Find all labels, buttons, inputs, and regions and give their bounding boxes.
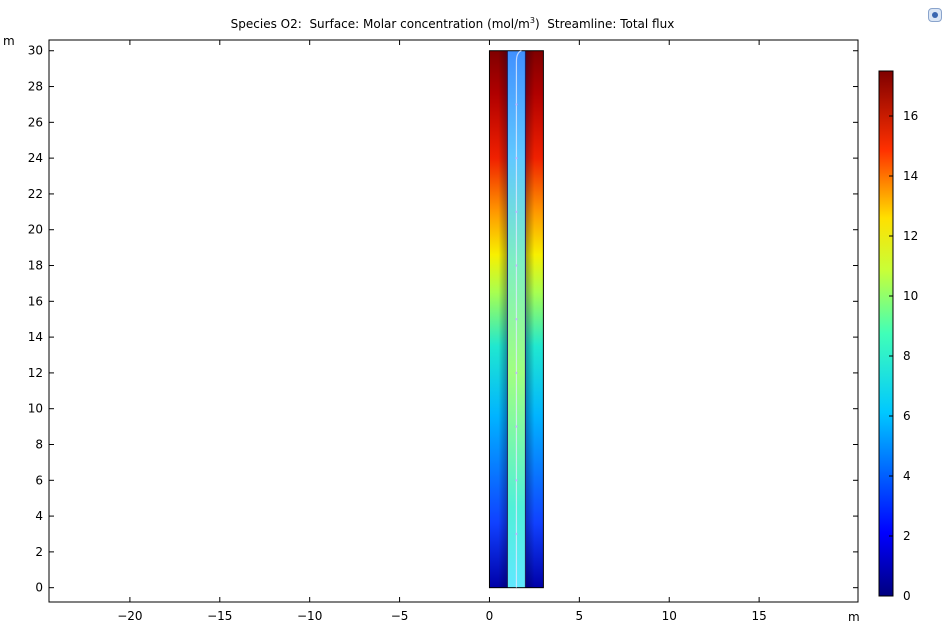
y-tick-label: 22 (28, 187, 43, 201)
colorbar-tick-label: 6 (903, 409, 911, 423)
colorbar-tick-label: 14 (903, 169, 918, 183)
streamline-arrow (515, 156, 518, 160)
title-species: Species O2: (230, 17, 302, 31)
colorbar-tick-label: 16 (903, 109, 918, 123)
y-tick-label: 14 (28, 330, 43, 344)
x-tick-label: −20 (117, 609, 142, 623)
y-tick-label: 26 (28, 115, 43, 129)
x-tick-label: 5 (576, 609, 584, 623)
streamline-arrow (515, 318, 518, 321)
plot-frame (48, 39, 859, 603)
y-tick-label: 12 (28, 366, 43, 380)
title-streamline: Streamline: Total flux (547, 17, 675, 31)
colorbar-tick-label: 12 (903, 229, 918, 243)
y-tick-label: 30 (28, 44, 43, 58)
streamline-arrow (515, 425, 518, 428)
plot-settings-icon[interactable] (928, 8, 942, 22)
y-tick-label: 28 (28, 80, 43, 94)
colorbar-tick-label: 8 (903, 349, 911, 363)
streamline-arrow (515, 479, 518, 482)
heatmap-right-shade (525, 50, 544, 588)
y-tick-label: 16 (28, 294, 43, 308)
streamline-arrow (515, 371, 518, 375)
y-tick-label: 0 (35, 581, 43, 595)
x-tick-label: 0 (486, 609, 494, 623)
y-tick-label: 4 (35, 509, 43, 523)
y-tick-label: 2 (35, 545, 43, 559)
y-tick-label: 8 (35, 437, 43, 451)
y-unit-label: m (3, 34, 15, 48)
heatmap-left-shade (489, 50, 508, 588)
streamline (515, 50, 522, 588)
y-tick-label: 10 (28, 402, 43, 416)
x-tick-label: −15 (207, 609, 232, 623)
streamline-arrow (515, 264, 518, 267)
y-tick-label: 18 (28, 259, 43, 273)
colorbar-tick-label: 2 (903, 529, 911, 543)
plot-title: Species O2: Surface: Molar concentration… (0, 16, 905, 31)
colorbar (878, 70, 894, 597)
x-unit-label: m (848, 610, 860, 624)
y-tick-label: 6 (35, 473, 43, 487)
streamline-arrow (515, 210, 518, 214)
title-surface: Surface: Molar concentration (mol/m3) (309, 16, 540, 31)
x-tick-label: 10 (662, 609, 677, 623)
streamline-arrow (515, 532, 518, 536)
colorbar-tick-label: 0 (903, 589, 911, 603)
x-tick-label: −5 (391, 609, 409, 623)
colorbar-tick-label: 4 (903, 469, 911, 483)
x-tick-label: −10 (297, 609, 322, 623)
x-tick-label: 15 (751, 609, 766, 623)
streamline-arrow (515, 103, 518, 106)
y-tick-label: 24 (28, 151, 43, 165)
plot-area (488, 50, 544, 589)
colorbar-tick-label: 10 (903, 289, 918, 303)
y-tick-label: 20 (28, 223, 43, 237)
